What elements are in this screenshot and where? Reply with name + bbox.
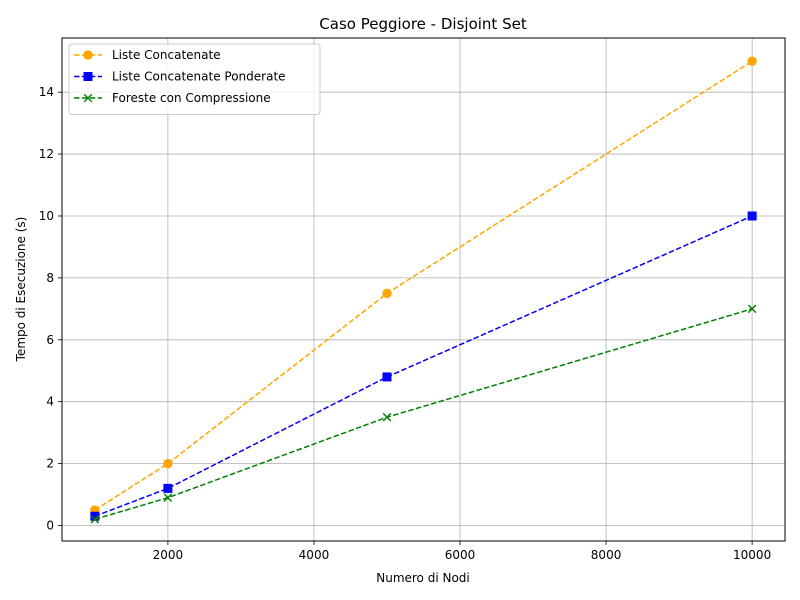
data-point (747, 56, 757, 66)
legend-marker (83, 72, 93, 81)
plot-frame (61, 37, 786, 542)
x-tick-label: 4000 (299, 548, 330, 562)
data-point (382, 288, 392, 299)
legend-marker (83, 93, 93, 103)
grid-lines (62, 38, 785, 541)
legend-item: Liste Concatenate Ponderate (74, 70, 286, 84)
series-layer (90, 56, 757, 524)
legend-marker (83, 50, 93, 60)
data-point (163, 458, 173, 469)
x-tick-label: 8000 (591, 548, 622, 562)
data-point (382, 412, 392, 422)
y-tick-label: 14 (39, 85, 54, 99)
data-point (163, 483, 173, 493)
data-point (90, 515, 100, 524)
y-tick-label: 2 (46, 457, 54, 471)
legend-label: Liste Concatenate (112, 48, 221, 62)
y-tick-label: 10 (39, 209, 54, 223)
y-tick-label: 8 (46, 271, 54, 285)
y-tick-label: 6 (46, 333, 54, 347)
data-point (163, 493, 173, 502)
axis-ticks: 2000 4000 6000 8000 10000 0 2 4 6 8 10 12 14 (39, 85, 772, 562)
x-tick-label: 10000 (733, 548, 771, 562)
data-point (382, 372, 392, 382)
series-line (94, 60, 753, 511)
series-line (94, 308, 753, 521)
legend-item: Foreste con Compressione (74, 91, 271, 105)
legend-item: Liste Concatenate (74, 48, 221, 62)
series-line (94, 215, 753, 517)
chart-title: Caso Peggiore - Disjoint Set (319, 15, 527, 33)
y-axis-label: Tempo di Esecuzione (s) (14, 217, 28, 363)
x-tick-label: 2000 (153, 548, 184, 562)
data-point (747, 304, 757, 314)
data-point (747, 211, 757, 221)
legend-label: Foreste con Compressione (112, 91, 271, 105)
legend-box (68, 43, 321, 115)
x-tick-label: 6000 (445, 548, 476, 562)
series-3 (90, 304, 757, 524)
x-axis-label: Numero di Nodi (376, 571, 470, 585)
y-tick-label: 4 (46, 395, 54, 409)
y-tick-label: 0 (46, 519, 54, 533)
legend: Liste Concatenate Liste Concatenate Ponde… (68, 43, 321, 115)
y-tick-label: 12 (39, 147, 54, 161)
legend-label: Liste Concatenate Ponderate (112, 70, 286, 84)
